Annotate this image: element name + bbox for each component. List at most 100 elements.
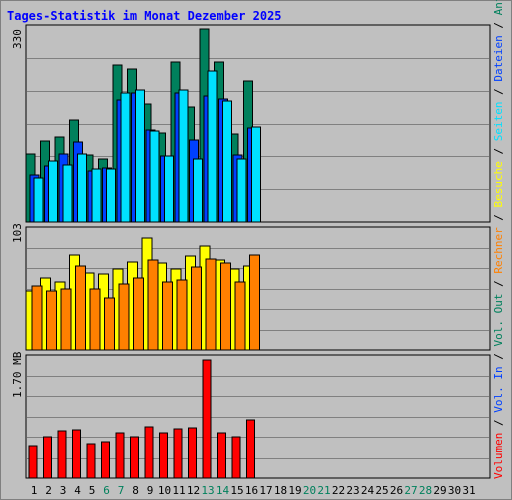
legend-item: Dateien <box>492 35 505 82</box>
day-label-24: 24 <box>361 484 375 497</box>
bar-rechner-day-5 <box>89 288 101 351</box>
legend-separator: / <box>492 273 505 294</box>
bar-volumen-day-5 <box>86 443 96 479</box>
legend-item: Seiten <box>492 101 505 142</box>
bar-seiten-day-15 <box>236 158 247 223</box>
chart-title: Tages-Statistik im Monat Dezember 2025 <box>7 9 282 23</box>
day-label-18: 18 <box>274 484 287 497</box>
bar-rechner-day-8 <box>133 277 144 351</box>
bar-rechner-day-14 <box>220 262 231 351</box>
bar-seiten-day-3 <box>62 164 73 223</box>
bar-rechner-day-10 <box>162 281 173 351</box>
day-label-23: 23 <box>346 484 359 497</box>
bar-volumen-day-7 <box>115 432 125 479</box>
day-label-19: 19 <box>288 484 301 497</box>
day-label-7: 7 <box>118 484 125 497</box>
day-label-13: 13 <box>201 484 214 497</box>
day-label-25: 25 <box>375 484 388 497</box>
panel-volume <box>25 354 491 479</box>
bar-seiten-day-11 <box>178 89 189 223</box>
bar-volumen-day-3 <box>57 430 67 479</box>
bar-volumen-day-2 <box>43 436 52 479</box>
bar-rechner-day-12 <box>191 266 202 351</box>
max-label-volume: 1.70 MB <box>11 351 24 398</box>
day-label-29: 29 <box>433 484 446 497</box>
day-label-10: 10 <box>158 484 171 497</box>
bar-volumen-day-6 <box>101 441 110 479</box>
day-label-8: 8 <box>132 484 139 497</box>
day-label-1: 1 <box>31 484 38 497</box>
day-label-26: 26 <box>390 484 403 497</box>
bar-rechner-day-13 <box>205 258 217 351</box>
legend-separator: / <box>492 346 505 367</box>
day-label-5: 5 <box>89 484 96 497</box>
day-label-11: 11 <box>172 484 185 497</box>
bar-rechner-day-1 <box>31 285 43 351</box>
bar-rechner-day-2 <box>46 290 57 351</box>
bar-seiten-day-12 <box>193 158 203 223</box>
bar-seiten-day-6 <box>106 168 116 223</box>
bar-rechner-day-11 <box>176 279 188 351</box>
bar-seiten-day-8 <box>135 89 145 223</box>
day-label-20: 20 <box>303 484 316 497</box>
bar-seiten-day-7 <box>120 92 131 223</box>
legend-separator: / <box>492 412 505 433</box>
bar-volumen-day-16 <box>246 419 255 479</box>
legend-separator: / <box>492 207 505 228</box>
day-label-22: 22 <box>332 484 345 497</box>
bar-seiten-day-13 <box>207 70 218 223</box>
legend-item: Vol. Out <box>492 293 505 347</box>
day-label-14: 14 <box>216 484 230 497</box>
bar-rechner-day-6 <box>104 297 115 351</box>
bar-rechner-day-9 <box>147 259 159 351</box>
bar-volumen-day-8 <box>130 436 139 479</box>
day-label-4: 4 <box>74 484 81 497</box>
bar-volumen-day-4 <box>72 429 81 479</box>
bar-volumen-day-9 <box>144 426 154 479</box>
bar-seiten-day-2 <box>48 160 58 223</box>
legend-item: Anfragen <box>492 0 505 15</box>
day-label-17: 17 <box>259 484 272 497</box>
legend-item: Vol. In <box>492 366 505 413</box>
bar-volumen-day-15 <box>231 436 241 479</box>
bar-rechner-day-7 <box>118 283 130 351</box>
legend-item: Besuche <box>492 161 505 208</box>
bar-volumen-day-11 <box>173 428 183 479</box>
day-label-9: 9 <box>147 484 154 497</box>
day-label-2: 2 <box>45 484 52 497</box>
day-label-15: 15 <box>230 484 243 497</box>
day-label-12: 12 <box>187 484 200 497</box>
legend-separator: / <box>492 15 505 36</box>
day-label-30: 30 <box>448 484 461 497</box>
bar-seiten-day-10 <box>164 155 174 223</box>
legend-separator: / <box>492 141 505 162</box>
day-label-21: 21 <box>317 484 330 497</box>
bar-volumen-day-12 <box>188 427 197 479</box>
day-label-3: 3 <box>60 484 67 497</box>
bar-seiten-day-4 <box>77 153 87 223</box>
day-label-27: 27 <box>404 484 417 497</box>
bar-rechner-day-16 <box>249 254 260 351</box>
bar-seiten-day-5 <box>91 168 102 223</box>
bar-seiten-day-1 <box>33 177 44 223</box>
bar-rechner-day-4 <box>75 265 86 351</box>
day-label-31: 31 <box>462 484 475 497</box>
day-label-28: 28 <box>419 484 432 497</box>
day-label-6: 6 <box>103 484 110 497</box>
bar-volumen-day-10 <box>159 432 168 479</box>
legend-item: Rechner <box>492 227 505 274</box>
max-label-visits: 103 <box>11 223 24 243</box>
bar-volumen-day-1 <box>28 445 38 479</box>
bar-rechner-day-15 <box>234 281 246 351</box>
bar-rechner-day-3 <box>60 288 72 351</box>
legend: Volumen / Vol. In / Vol. Out / Rechner /… <box>492 0 505 479</box>
day-label-16: 16 <box>245 484 258 497</box>
max-label-requests: 330 <box>11 29 24 49</box>
bar-volumen-day-13 <box>202 359 212 479</box>
bar-seiten-day-14 <box>222 100 232 223</box>
bar-seiten-day-9 <box>149 130 160 223</box>
bar-volumen-day-14 <box>217 432 226 479</box>
bar-seiten-day-16 <box>251 126 261 223</box>
